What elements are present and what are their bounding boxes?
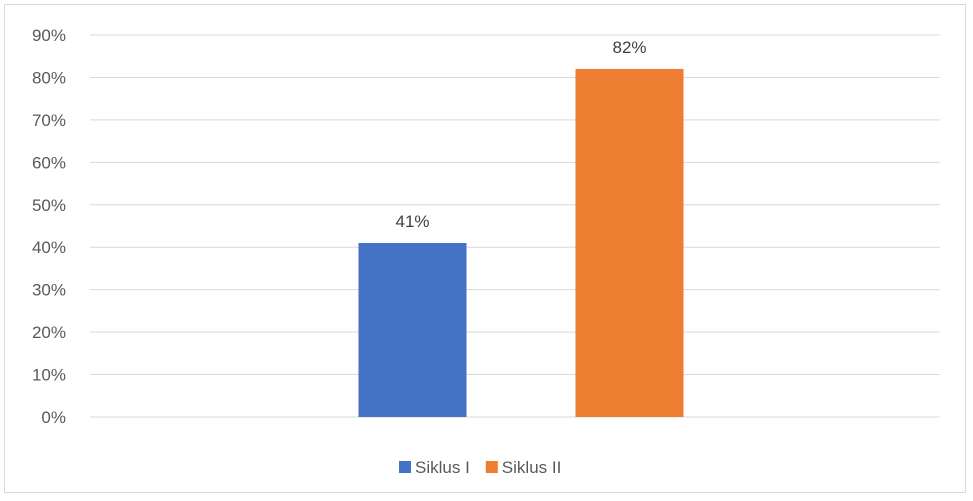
legend-label-2: Siklus II (502, 458, 562, 477)
legend: Siklus I Siklus II (399, 458, 561, 477)
bars (358, 68, 684, 417)
y-tick-label: 90% (32, 26, 66, 45)
y-tick-label: 40% (32, 238, 66, 257)
gridlines (90, 34, 940, 418)
y-tick-label: 20% (32, 323, 66, 342)
data-label-1: 41% (395, 212, 429, 231)
y-tick-label: 60% (32, 153, 66, 172)
y-tick-label: 80% (32, 68, 66, 87)
legend-label-1: Siklus I (415, 458, 470, 477)
y-tick-label: 30% (32, 281, 66, 300)
legend-swatch-2 (485, 461, 498, 473)
bar-2 (575, 68, 684, 417)
y-axis-ticks: 0% 10% 20% 30% 40% 50% 60% 70% 80% 90% (32, 26, 66, 427)
y-tick-label: 70% (32, 111, 66, 130)
y-tick-label: 0% (41, 408, 66, 427)
bar-1 (358, 242, 467, 417)
y-tick-label: 50% (32, 196, 66, 215)
data-label-2: 82% (612, 38, 646, 57)
y-tick-label: 10% (32, 366, 66, 385)
data-labels: 41% 82% (395, 38, 646, 231)
legend-swatch-1 (399, 461, 411, 473)
chart-frame (4, 4, 966, 493)
